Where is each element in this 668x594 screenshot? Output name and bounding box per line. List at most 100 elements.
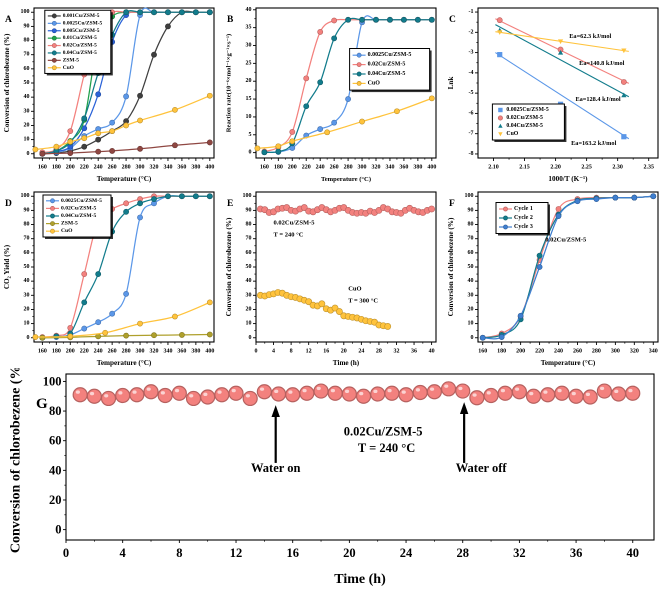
chart-c-arrhenius-plot: 2.10 2.15 2.20 2.25 2.30 2.35 -8 -7 -6 -5 -4 -3 -2 -1… bbox=[447, 7, 659, 183]
svg-text:240: 240 bbox=[554, 349, 563, 355]
svg-text:G: G bbox=[36, 396, 48, 412]
svg-text:160: 160 bbox=[260, 165, 269, 171]
svg-text:Temperature (°C): Temperature (°C) bbox=[97, 175, 152, 183]
svg-text:Ea=140.8 kJ/mol: Ea=140.8 kJ/mol bbox=[579, 60, 624, 67]
svg-text:-2: -2 bbox=[469, 29, 474, 35]
svg-text:Conversion of chlorobezene (%): Conversion of chlorobezene (%) bbox=[3, 33, 11, 132]
svg-text:100: 100 bbox=[21, 9, 30, 15]
svg-text:0.0025Cu/ZSM-5: 0.0025Cu/ZSM-5 bbox=[368, 52, 412, 58]
svg-text:10: 10 bbox=[246, 114, 252, 120]
svg-text:-1: -1 bbox=[469, 9, 474, 15]
svg-text:360: 360 bbox=[399, 165, 408, 171]
svg-text:4: 4 bbox=[120, 546, 127, 560]
svg-text:10: 10 bbox=[24, 321, 30, 327]
svg-text:280: 280 bbox=[592, 349, 601, 355]
svg-text:30: 30 bbox=[468, 292, 474, 298]
svg-text:ZSM-5: ZSM-5 bbox=[61, 221, 78, 227]
svg-text:160: 160 bbox=[38, 349, 47, 355]
svg-text:10: 10 bbox=[24, 137, 30, 143]
svg-text:60: 60 bbox=[49, 434, 62, 448]
svg-text:180: 180 bbox=[52, 165, 61, 171]
svg-text:B: B bbox=[227, 15, 234, 25]
svg-text:400: 400 bbox=[427, 165, 436, 171]
svg-text:260: 260 bbox=[108, 165, 117, 171]
svg-text:Water on: Water on bbox=[251, 461, 300, 475]
svg-text:0.04Cu/ZSM-5: 0.04Cu/ZSM-5 bbox=[63, 50, 97, 56]
svg-text:20: 20 bbox=[246, 78, 252, 84]
svg-text:40: 40 bbox=[246, 278, 252, 284]
svg-text:Lnk: Lnk bbox=[447, 77, 455, 90]
svg-text:0: 0 bbox=[27, 151, 30, 157]
figure-row-2: 160 180 200 220 240 260 280 300 320 340 360 380 400 0… bbox=[0, 184, 668, 368]
svg-text:360: 360 bbox=[177, 349, 186, 355]
svg-text:20: 20 bbox=[49, 493, 62, 507]
svg-text:ZSM-5: ZSM-5 bbox=[63, 57, 79, 63]
svg-text:0.0025Cu/ZSM-5: 0.0025Cu/ZSM-5 bbox=[61, 198, 102, 204]
svg-text:100: 100 bbox=[43, 374, 62, 388]
svg-text:300: 300 bbox=[611, 349, 620, 355]
svg-text:80: 80 bbox=[24, 222, 30, 228]
chart-g-water-resistance-test: 0 4 8 12 16 20 24 28 32 36 40 0 20 40 60 80 100 Time (h) C… bbox=[9, 361, 655, 587]
svg-text:25: 25 bbox=[246, 60, 252, 66]
svg-text:0.02Cu/ZSM-5: 0.02Cu/ZSM-5 bbox=[506, 115, 543, 121]
svg-text:40: 40 bbox=[24, 278, 30, 284]
panel-a: 160 180 200 220 240 260 280 300 320 340 360 380 400 0… bbox=[0, 0, 222, 184]
svg-text:-7: -7 bbox=[469, 131, 474, 137]
svg-text:30: 30 bbox=[24, 108, 30, 114]
svg-text:A: A bbox=[5, 15, 12, 25]
panel-d: 160 180 200 220 240 260 280 300 320 340 360 380 400 0… bbox=[0, 184, 222, 368]
svg-text:40: 40 bbox=[626, 546, 639, 560]
svg-text:340: 340 bbox=[163, 349, 172, 355]
svg-text:24: 24 bbox=[358, 349, 364, 355]
svg-text:100: 100 bbox=[465, 193, 474, 199]
chart-a-conversion-vs-temperature: 160 180 200 220 240 260 280 300 320 340 360 380 4000… bbox=[3, 7, 215, 183]
svg-text:0.02Cu/ZSM-5: 0.02Cu/ZSM-5 bbox=[344, 425, 423, 439]
svg-text:2.35: 2.35 bbox=[643, 165, 654, 171]
svg-text:8: 8 bbox=[290, 349, 293, 355]
svg-text:240: 240 bbox=[316, 165, 325, 171]
svg-text:20: 20 bbox=[246, 306, 252, 312]
svg-text:40: 40 bbox=[468, 278, 474, 284]
svg-text:16: 16 bbox=[286, 546, 299, 560]
chart-b-reaction-rate-vs-temperature: 160 180 200 220 240 260 280 300 320 340 360 380 4000… bbox=[225, 7, 437, 183]
svg-text:340: 340 bbox=[163, 165, 172, 171]
svg-text:80: 80 bbox=[49, 404, 62, 418]
svg-text:40: 40 bbox=[429, 349, 435, 355]
svg-text:-5: -5 bbox=[469, 90, 474, 96]
svg-text:0: 0 bbox=[55, 523, 61, 537]
svg-text:-3: -3 bbox=[469, 50, 474, 56]
figure-row-1: 160 180 200 220 240 260 280 300 320 340 360 380 400 0… bbox=[0, 0, 668, 184]
svg-text:90: 90 bbox=[24, 207, 30, 213]
svg-text:15: 15 bbox=[246, 96, 252, 102]
svg-text:1000/T (K⁻¹): 1000/T (K⁻¹) bbox=[548, 175, 588, 183]
svg-text:2.25: 2.25 bbox=[581, 165, 592, 171]
svg-text:0: 0 bbox=[249, 335, 252, 341]
svg-text:30: 30 bbox=[24, 292, 30, 298]
svg-text:20: 20 bbox=[468, 306, 474, 312]
svg-text:T = 240 °C: T = 240 °C bbox=[358, 441, 415, 455]
svg-text:60: 60 bbox=[246, 250, 252, 256]
svg-text:0.04Cu/ZSM-5: 0.04Cu/ZSM-5 bbox=[506, 123, 543, 129]
svg-text:12: 12 bbox=[306, 349, 312, 355]
svg-text:50: 50 bbox=[24, 80, 30, 86]
svg-text:E: E bbox=[227, 199, 233, 209]
svg-text:100: 100 bbox=[243, 193, 252, 199]
svg-text:0.02Cu/ZSM-5: 0.02Cu/ZSM-5 bbox=[61, 205, 96, 211]
svg-text:50: 50 bbox=[468, 264, 474, 270]
svg-text:CuO: CuO bbox=[368, 80, 381, 86]
svg-text:90: 90 bbox=[246, 207, 252, 213]
svg-text:340: 340 bbox=[385, 165, 394, 171]
svg-text:240: 240 bbox=[94, 165, 103, 171]
svg-text:0.04Cu/ZSM-5: 0.04Cu/ZSM-5 bbox=[368, 71, 406, 77]
svg-text:20: 20 bbox=[343, 546, 356, 560]
svg-text:10: 10 bbox=[468, 321, 474, 327]
svg-text:300: 300 bbox=[136, 165, 145, 171]
svg-text:30: 30 bbox=[246, 43, 252, 49]
svg-text:Ea=128.4 kJ/mol: Ea=128.4 kJ/mol bbox=[575, 96, 620, 103]
svg-text:40: 40 bbox=[24, 94, 30, 100]
panel-b: 160 180 200 220 240 260 280 300 320 340 360 380 400 0… bbox=[222, 0, 444, 184]
svg-text:20: 20 bbox=[341, 349, 347, 355]
svg-text:320: 320 bbox=[150, 349, 159, 355]
svg-text:360: 360 bbox=[177, 165, 186, 171]
svg-text:80: 80 bbox=[24, 38, 30, 44]
